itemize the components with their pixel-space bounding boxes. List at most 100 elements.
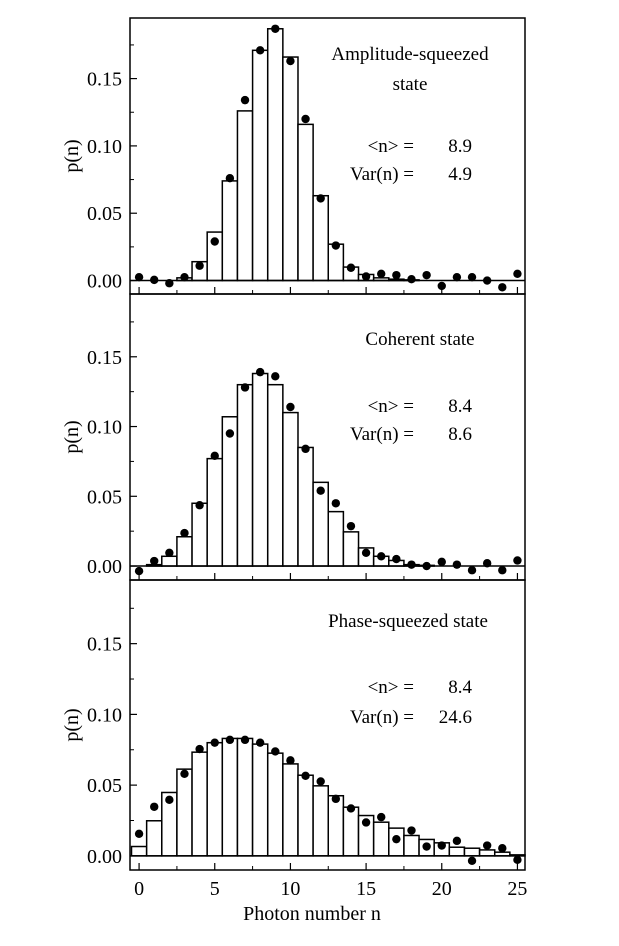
- panel-3-data-point: [513, 855, 522, 865]
- panel-3-data-point: [301, 771, 310, 780]
- x-tick-label: 15: [356, 878, 376, 900]
- panel-3-frame: [129, 579, 526, 871]
- panel-1-data-point: [134, 272, 144, 282]
- panel-3-bar: [403, 834, 420, 857]
- panel-2-data-point: [255, 367, 265, 377]
- panel-1-data-point: [255, 46, 265, 55]
- panel-2-data-point: [407, 560, 416, 569]
- panel-1-stat-label: <n> =: [368, 136, 414, 157]
- panel-1-y-tick-label: 0.00: [87, 271, 122, 293]
- panel-1-y-tick-label: 0.10: [87, 136, 122, 158]
- panel-1-data-point: [195, 261, 204, 270]
- panel-3-y-tick-label: 0.05: [87, 775, 122, 797]
- panel-1-data-point: [437, 281, 446, 291]
- panel-1-data-point: [271, 24, 280, 33]
- panel-1-data-point: [513, 269, 522, 279]
- panel-1-data-point: [316, 194, 325, 203]
- panel-3-data-point: [271, 747, 280, 756]
- panel-2-y-tick-label: 0.05: [87, 486, 122, 508]
- panel-1-data-point: [331, 241, 341, 250]
- panel-2-data-point: [467, 566, 477, 575]
- panel-1-stat-label: Var(n) =: [350, 164, 414, 185]
- panel-1-data-point: [346, 263, 356, 272]
- panel-3-data-point: [482, 841, 492, 850]
- panel-1-data-point: [392, 270, 401, 280]
- panel-1-bar: [221, 180, 239, 282]
- panel-3-bar: [478, 849, 496, 857]
- panel-1-data-point: [377, 269, 386, 279]
- panel-2-bar: [297, 446, 314, 567]
- panel-3-bar: [448, 846, 466, 857]
- panel-1-y-tick-label: 0.05: [87, 203, 122, 225]
- panel-2-data-point: [165, 548, 174, 557]
- panel-2-data-point: [482, 559, 492, 568]
- panel-2-bar: [251, 372, 269, 567]
- panel-1-data-point: [452, 272, 462, 282]
- panel-1-data-point: [498, 283, 507, 292]
- panel-2-data-point: [346, 521, 356, 531]
- panel-1-data-point: [225, 174, 235, 183]
- panel-3-stat-value: 8.4: [448, 677, 472, 698]
- panel-1-stat-value: 4.9: [448, 164, 472, 185]
- panel-3-data-point: [467, 856, 477, 866]
- panel-3-data-point: [361, 818, 371, 827]
- panel-1-data-point: [210, 237, 219, 246]
- panel-2-y-tick-label: 0.10: [87, 417, 122, 439]
- panel-1-bar: [251, 49, 269, 282]
- panel-3-stat-label: <n> =: [368, 677, 414, 698]
- panel-3-bar: [372, 821, 390, 857]
- panel-2-bar: [327, 510, 345, 567]
- panel-3-bar: [221, 737, 239, 857]
- panel-2-bar: [176, 536, 193, 567]
- panel-3-data-point: [240, 735, 250, 745]
- x-tick-label: 0: [134, 878, 144, 900]
- panel-3-data-point: [225, 735, 235, 745]
- panel-3-data-point: [377, 812, 386, 822]
- panel-2-data-point: [225, 429, 235, 438]
- panel-1-data-point: [165, 279, 174, 288]
- panel-2-y-tick-label: 0.00: [87, 556, 122, 578]
- panel-2-data-point: [240, 383, 250, 392]
- panel-1-data-point: [422, 270, 431, 280]
- panel-2-data-point: [210, 451, 219, 461]
- panel-3-bar: [327, 794, 345, 857]
- panel-3-y-tick-label: 0.00: [87, 846, 122, 868]
- panel-3-data-point: [286, 756, 295, 765]
- panel-2-data-point: [392, 554, 401, 564]
- panel-3-bar: [297, 774, 314, 857]
- panel-2-data-point: [271, 372, 280, 381]
- panel-3-data-point: [165, 795, 174, 805]
- panel-2-y-axis-label: p(n): [61, 420, 83, 453]
- panel-3-bar: [145, 820, 163, 857]
- panel-1-bar: [236, 110, 254, 282]
- panel-3-data-point: [150, 802, 159, 811]
- panel-1-data-point: [286, 56, 295, 66]
- panel-3-bar: [251, 743, 269, 857]
- panel-1-y-axis-label: p(n): [61, 139, 83, 172]
- panel-3-stat-value: 24.6: [439, 707, 472, 728]
- panel-3-data-point: [134, 829, 144, 838]
- panel-2-data-point: [134, 566, 144, 576]
- panel-2-stat-value: 8.6: [448, 424, 472, 445]
- panel-3-bar: [206, 741, 224, 857]
- x-tick-label: 25: [507, 878, 527, 900]
- panel-3-bar: [176, 768, 193, 857]
- panel-2-y-tick-label: 0.15: [87, 347, 122, 369]
- panel-3-data-point: [195, 744, 204, 754]
- panel-3-data-point: [180, 769, 189, 779]
- panel-1-title: Amplitude-squeezed: [331, 44, 489, 65]
- panel-2-data-point: [513, 556, 522, 565]
- panel-2-title: Coherent state: [365, 329, 474, 350]
- panel-1-title: state: [393, 74, 428, 95]
- panel-1-data-point: [240, 95, 250, 105]
- panel-2-data-point: [150, 556, 159, 566]
- panel-3-data-point: [422, 842, 431, 851]
- panel-1-data-point: [150, 275, 159, 285]
- panel-2-data-point: [498, 566, 507, 575]
- panel-1-data-point: [482, 276, 492, 285]
- panel-3-data-point: [346, 804, 356, 813]
- panel-3-bar: [191, 751, 208, 857]
- panel-2-data-point: [377, 552, 386, 561]
- panel-2-bar: [236, 383, 254, 567]
- panel-3-bar: [282, 763, 299, 857]
